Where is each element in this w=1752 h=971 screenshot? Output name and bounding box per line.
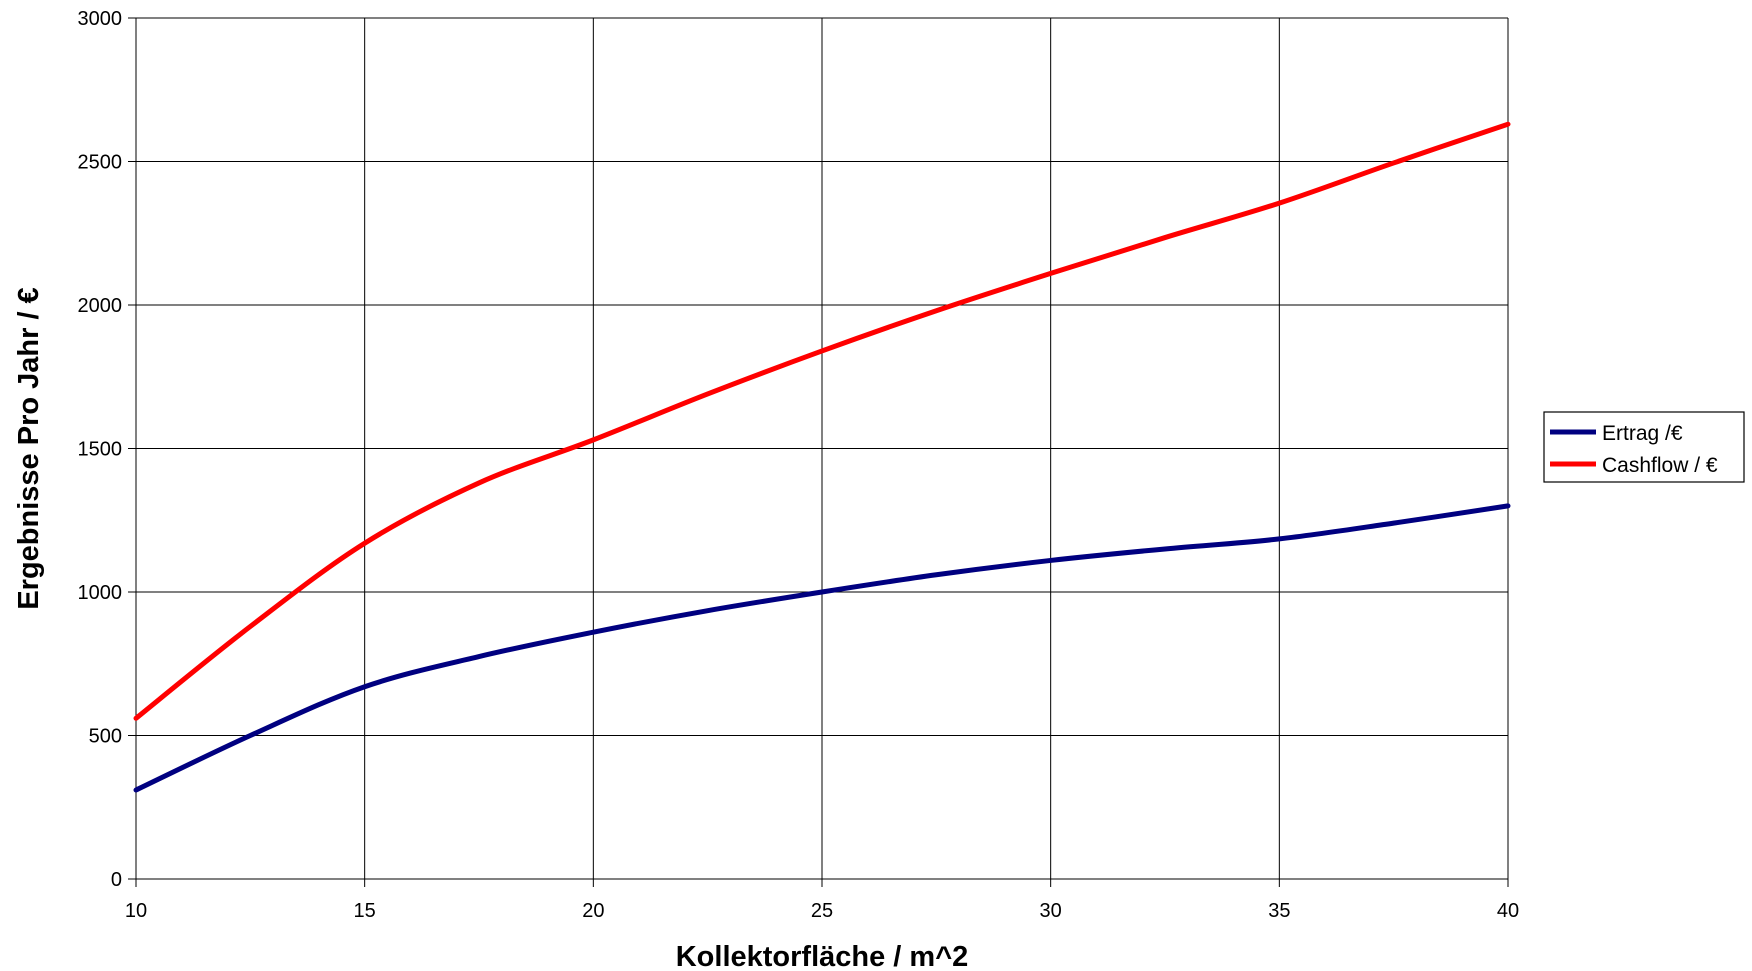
y-tick-labels: 0 500 1000 1500 2000 2500 3000	[78, 8, 123, 891]
series-line-ertrag	[133, 503, 1511, 793]
y-tick-label: 2000	[78, 295, 123, 317]
y-tick-label: 2500	[78, 152, 123, 174]
x-tick-label: 40	[1497, 900, 1519, 922]
y-axis-title: Ergebnisse Pro Jahr / €	[13, 287, 45, 609]
x-tick-label: 35	[1268, 900, 1290, 922]
grid	[128, 17, 1509, 887]
series-lines	[133, 121, 1511, 793]
series-line-cashflow	[133, 121, 1511, 721]
x-tick-label: 25	[811, 900, 833, 922]
legend-box	[1543, 411, 1745, 483]
y-tick-label: 0	[111, 869, 122, 891]
x-tick-label: 15	[354, 900, 376, 922]
legend: Ertrag /€ Cashflow / €	[1543, 411, 1745, 483]
x-tick-label: 20	[582, 900, 604, 922]
y-tick-label: 3000	[78, 8, 123, 30]
x-axis-title: Kollektorfläche / m^2	[676, 941, 969, 971]
x-tick-label: 10	[125, 900, 147, 922]
y-tick-label: 500	[89, 726, 122, 748]
x-tick-label: 30	[1040, 900, 1062, 922]
legend-label-ertrag: Ertrag /€	[1602, 422, 1683, 445]
legend-label-cashflow: Cashflow / €	[1602, 454, 1718, 477]
x-tick-labels: 10 15 20 25 30 35 40	[125, 900, 1519, 922]
y-tick-label: 1500	[78, 439, 123, 461]
y-tick-label: 1000	[78, 582, 123, 604]
